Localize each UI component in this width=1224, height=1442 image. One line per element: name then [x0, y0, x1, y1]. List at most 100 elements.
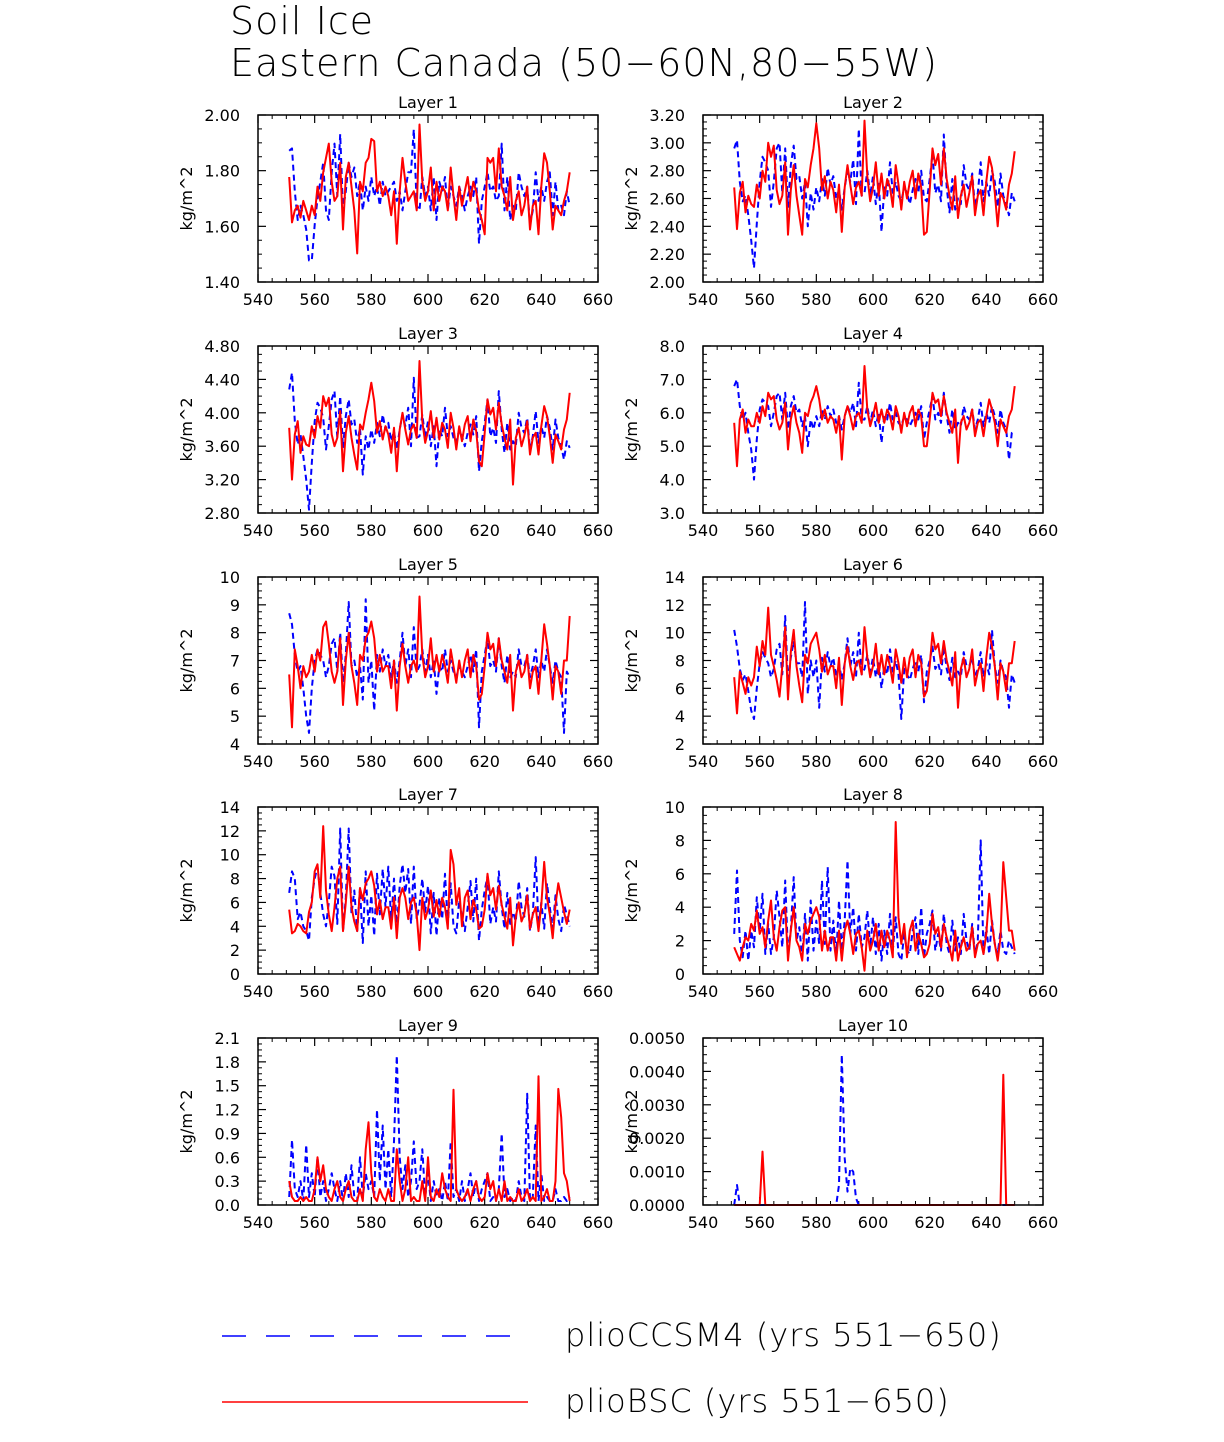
- x-tick-label: 580: [356, 752, 387, 771]
- x-tick-label: 620: [469, 1213, 500, 1232]
- y-tick-label: 8: [230, 870, 240, 889]
- x-tick-label: 580: [356, 982, 387, 1001]
- x-tick-label: 600: [858, 1213, 889, 1232]
- figure-title-block: Soil Ice Eastern Canada (50−60N,80−55W): [230, 0, 938, 84]
- x-tick-label: 620: [469, 752, 500, 771]
- x-tick-label: 640: [526, 290, 557, 309]
- x-tick-label: 620: [469, 982, 500, 1001]
- x-tick-label: 560: [744, 521, 775, 540]
- y-tick-label: 8: [675, 831, 685, 850]
- y-tick-label: 0.0040: [629, 1062, 685, 1081]
- y-tick-label: 7: [230, 652, 240, 671]
- x-tick-label: 640: [526, 521, 557, 540]
- y-tick-label: 2.1: [215, 1029, 240, 1048]
- x-tick-label: 540: [243, 982, 274, 1001]
- y-tick-label: 6.0: [660, 404, 685, 423]
- plot-frame: [257, 114, 599, 283]
- series-line-pliobsc: [288, 360, 571, 486]
- y-tick-label: 14: [220, 798, 240, 817]
- figure-subtitle: Eastern Canada (50−60N,80−55W): [230, 41, 938, 85]
- panel-title: Layer 6: [843, 555, 903, 574]
- panel-title: Layer 7: [398, 785, 458, 804]
- y-tick-label: 2.00: [649, 273, 685, 292]
- y-tick-label: 8.0: [660, 337, 685, 356]
- series-line-pliobsc: [733, 365, 1016, 468]
- figure-title: Soil Ice: [230, 0, 375, 43]
- y-tick-label: 6: [675, 865, 685, 884]
- panel-title: Layer 3: [398, 324, 458, 343]
- x-tick-label: 600: [858, 290, 889, 309]
- plot-frame: [702, 345, 1044, 514]
- y-tick-label: 4.80: [204, 337, 240, 356]
- y-tick-label: 0.0010: [629, 1163, 685, 1182]
- y-tick-label: 8: [230, 624, 240, 643]
- panel-layer-4: Layer 4 kg/m^2 540 560 580 600 620 640 660 3.0 4.0…: [622, 324, 1058, 540]
- x-tick-label: 620: [914, 290, 945, 309]
- series-line-pliocssm4: [733, 378, 1016, 481]
- x-tick-label: 560: [744, 290, 775, 309]
- x-tick-label: 620: [914, 1213, 945, 1232]
- x-tick-label: 580: [801, 1213, 832, 1232]
- panel-title: Layer 9: [398, 1016, 458, 1035]
- x-tick-label: 640: [526, 752, 557, 771]
- panel-title: Layer 10: [838, 1016, 908, 1035]
- x-tick-label: 660: [583, 290, 614, 309]
- y-tick-label: 2: [675, 735, 685, 754]
- y-tick-label: 6: [675, 679, 685, 698]
- x-tick-label: 660: [1028, 752, 1059, 771]
- panel-layer-8: Layer 8 kg/m^2 540 560 580 600 620 640 660 0 2 4 6 8 1…: [622, 785, 1058, 1001]
- plot-frame: [257, 576, 599, 745]
- y-tick-label: 2.40: [649, 217, 685, 236]
- x-tick-label: 580: [801, 521, 832, 540]
- legend-label-pliocssm4: plioCCSM4 (yrs 551−650): [565, 1316, 1002, 1354]
- y-axis-label: kg/m^2: [622, 1090, 641, 1154]
- x-tick-label: 660: [1028, 1213, 1059, 1232]
- x-tick-label: 560: [744, 1213, 775, 1232]
- plot-frame: [702, 114, 1044, 283]
- series-line-pliobsc: [288, 123, 571, 255]
- plot-frame: [702, 576, 1044, 745]
- x-tick-label: 580: [801, 752, 832, 771]
- panel-title: Layer 1: [398, 93, 458, 112]
- y-axis-label: kg/m^2: [622, 398, 641, 462]
- series-line-pliobsc: [733, 606, 1016, 715]
- y-tick-label: 3.20: [204, 471, 240, 490]
- y-axis-label: kg/m^2: [177, 398, 196, 462]
- panel-title: Layer 8: [843, 785, 903, 804]
- y-tick-label: 0.3: [215, 1172, 240, 1191]
- y-tick-label: 1.5: [215, 1077, 240, 1096]
- y-tick-label: 10: [220, 846, 240, 865]
- x-tick-label: 620: [914, 982, 945, 1001]
- y-tick-label: 0: [230, 965, 240, 984]
- y-tick-label: 7.0: [660, 370, 685, 389]
- x-tick-label: 640: [971, 982, 1002, 1001]
- series-line-pliobsc: [733, 821, 1016, 972]
- x-tick-label: 660: [583, 1213, 614, 1232]
- plot-frame: [257, 806, 599, 975]
- y-tick-label: 1.80: [204, 162, 240, 181]
- y-tick-label: 4.0: [660, 471, 685, 490]
- x-tick-label: 600: [413, 521, 444, 540]
- x-tick-label: 660: [1028, 521, 1059, 540]
- y-tick-label: 0: [675, 965, 685, 984]
- x-tick-label: 580: [801, 290, 832, 309]
- x-tick-label: 640: [971, 752, 1002, 771]
- x-tick-label: 580: [356, 290, 387, 309]
- y-tick-label: 0.9: [215, 1124, 240, 1143]
- x-tick-label: 600: [413, 1213, 444, 1232]
- y-tick-label: 5: [230, 707, 240, 726]
- y-tick-label: 14: [665, 568, 685, 587]
- y-axis-label: kg/m^2: [177, 1090, 196, 1154]
- y-tick-label: 10: [665, 798, 685, 817]
- x-tick-label: 560: [299, 290, 330, 309]
- x-tick-label: 600: [413, 982, 444, 1001]
- plot-frame: [257, 1037, 599, 1206]
- y-tick-label: 10: [220, 568, 240, 587]
- series-line-pliobsc: [288, 1075, 571, 1202]
- y-tick-label: 0.0000: [629, 1196, 685, 1215]
- y-tick-label: 4: [675, 898, 685, 917]
- plot-frame: [257, 345, 599, 514]
- series-line-pliocssm4: [288, 598, 571, 734]
- y-tick-label: 2.00: [204, 106, 240, 125]
- panel-layer-9: Layer 9 kg/m^2 540 560 580 600 620 640 660 0.0 0.3…: [177, 1016, 613, 1232]
